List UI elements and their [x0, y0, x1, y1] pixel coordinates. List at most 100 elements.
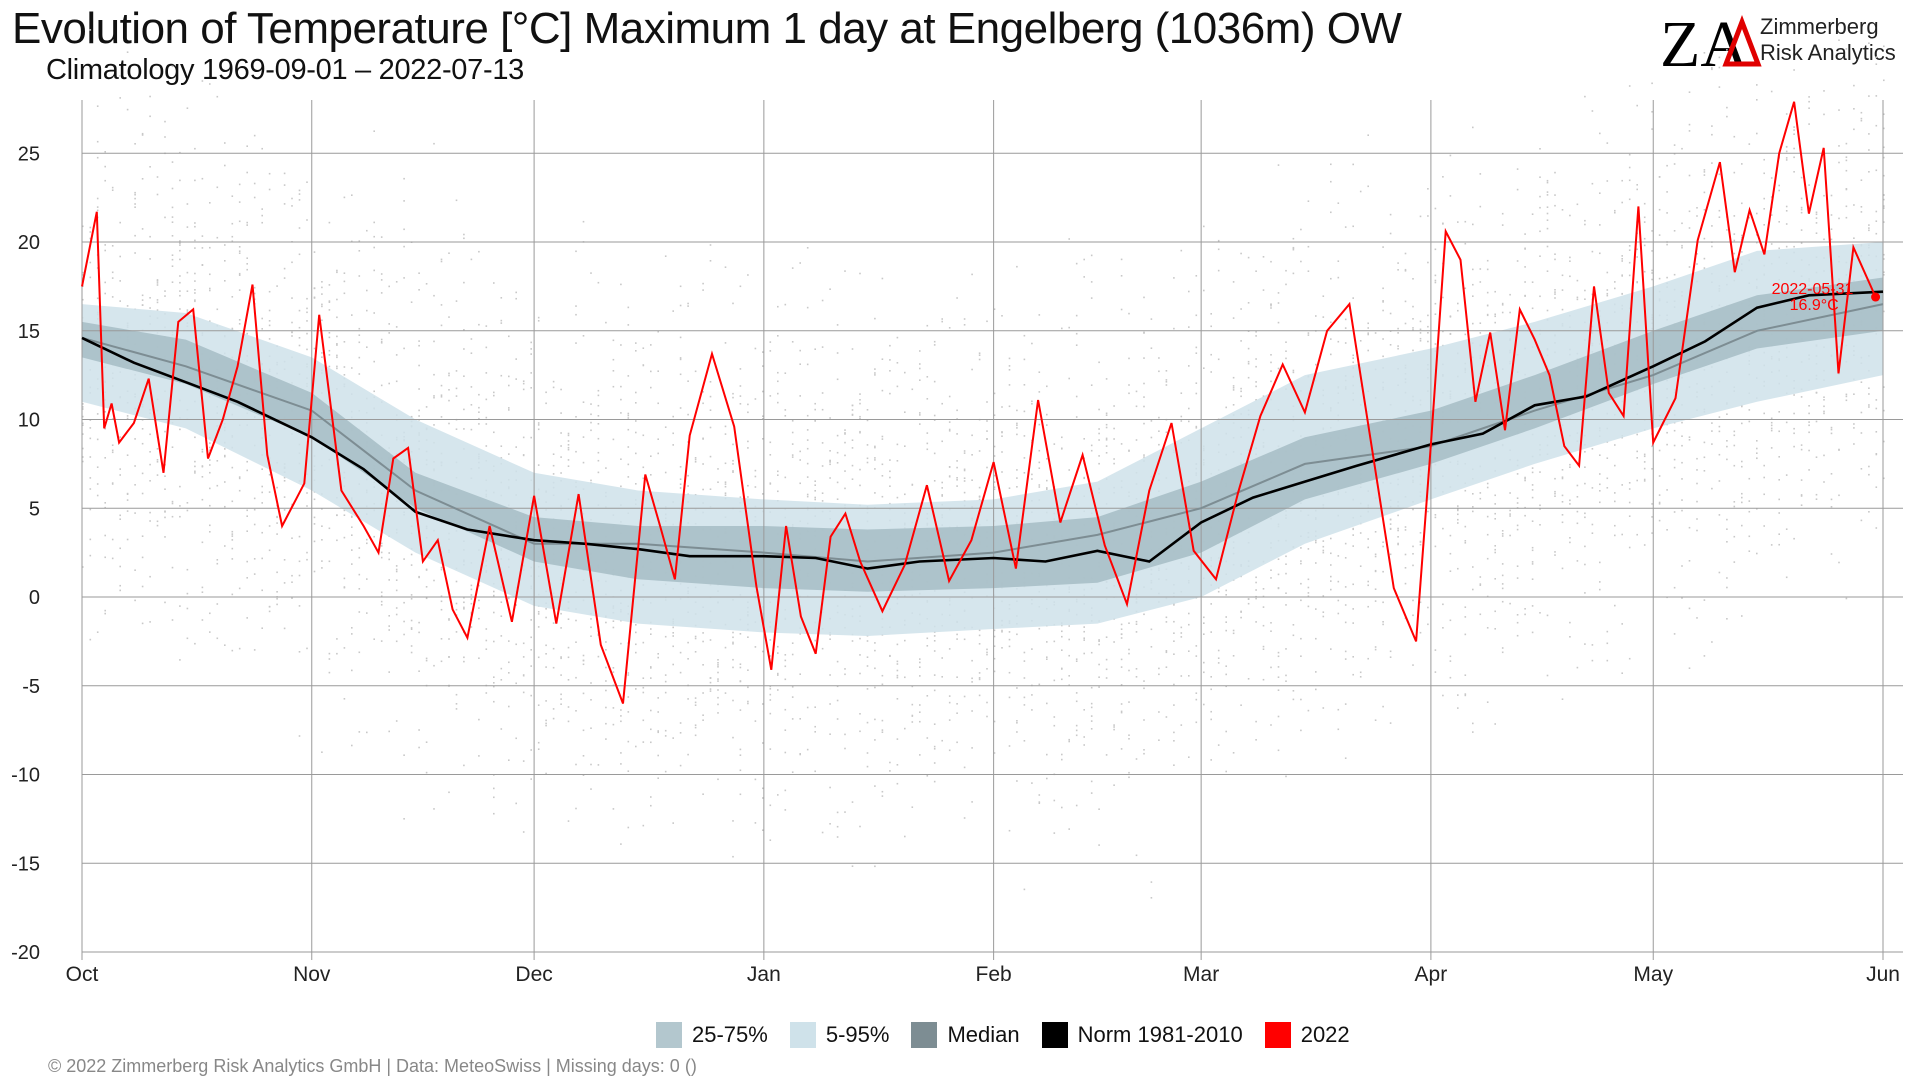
scatter-dot	[119, 221, 121, 224]
scatter-dot	[732, 820, 734, 822]
scatter-dot	[1277, 715, 1280, 718]
scatter-dot	[1509, 515, 1511, 517]
scatter-dot	[209, 524, 211, 527]
scatter-dot	[859, 713, 861, 715]
scatter-dot	[971, 677, 973, 680]
scatter-dot	[1770, 544, 1773, 546]
scatter-dot	[366, 229, 368, 232]
scatter-dot	[1770, 196, 1773, 198]
scatter-dot	[358, 240, 361, 242]
scatter-dot	[238, 319, 241, 321]
scatter-dot	[1494, 290, 1496, 293]
scatter-dot	[1636, 281, 1638, 283]
scatter-dot	[1038, 794, 1041, 796]
scatter-dot	[1419, 631, 1422, 634]
scatter-dot	[238, 220, 241, 223]
scatter-dot	[1001, 431, 1003, 433]
scatter-dot	[515, 643, 517, 646]
scatter-dot	[1628, 546, 1631, 549]
scatter-dot	[1232, 752, 1235, 754]
scatter-dot	[1628, 153, 1631, 156]
scatter-dot	[956, 741, 958, 744]
scatter-dot	[1255, 381, 1257, 383]
scatter-dot	[306, 311, 308, 314]
scatter-dot	[1614, 281, 1616, 283]
scatter-dot	[836, 699, 839, 702]
scatter-dot	[291, 331, 293, 333]
scatter-dot	[1741, 236, 1743, 239]
scatter-dot	[336, 539, 338, 542]
scatter-dot	[1330, 277, 1332, 280]
scatter-dot	[844, 811, 846, 813]
scatter-dot	[1457, 522, 1459, 524]
scatter-dot	[896, 385, 899, 388]
scatter-dot	[896, 443, 899, 446]
scatter-dot	[732, 636, 734, 639]
scatter-dot	[1352, 656, 1354, 658]
scatter-dot	[762, 390, 764, 393]
scatter-dot	[1636, 104, 1638, 107]
scatter-dot	[664, 735, 667, 737]
scatter-dot	[1315, 541, 1317, 544]
scatter-dot	[216, 637, 219, 640]
scatter-dot	[1352, 608, 1354, 610]
scatter-dot	[919, 350, 921, 352]
scatter-dot	[560, 674, 562, 676]
scatter-dot	[567, 656, 570, 659]
scatter-dot	[231, 328, 234, 330]
scatter-dot	[388, 323, 390, 325]
scatter-dot	[1419, 601, 1422, 604]
scatter-dot	[926, 737, 929, 739]
scatter-dot	[1285, 592, 1287, 594]
scatter-dot	[1486, 259, 1489, 262]
scatter-dot	[440, 608, 443, 611]
scatter-dot	[1382, 601, 1384, 604]
scatter-dot	[231, 533, 234, 535]
scatter-dot	[679, 285, 682, 288]
scatter-dot	[1494, 551, 1496, 554]
scatter-dot	[1173, 740, 1175, 742]
scatter-dot	[956, 703, 958, 705]
scatter-dot	[313, 516, 316, 519]
scatter-dot	[1651, 278, 1653, 281]
scatter-dot	[1247, 302, 1250, 304]
scatter-dot	[545, 666, 547, 668]
scatter-dot	[919, 423, 921, 425]
scatter-dot	[1374, 588, 1377, 590]
scatter-dot	[1322, 611, 1325, 613]
scatter-dot	[1262, 648, 1265, 650]
scatter-dot	[1688, 439, 1691, 441]
scatter-dot	[1143, 749, 1145, 751]
scatter-dot	[493, 611, 495, 614]
scatter-dot	[1763, 525, 1765, 527]
scatter-dot	[1726, 586, 1728, 589]
scatter-dot	[821, 392, 824, 394]
scatter-dot	[1472, 506, 1474, 508]
scatter-dot	[1718, 173, 1721, 176]
scatter-dot	[1038, 802, 1041, 804]
scatter-dot	[111, 483, 114, 485]
scatter-dot	[186, 592, 189, 595]
scatter-dot	[500, 635, 503, 637]
scatter-dot	[597, 437, 600, 440]
scatter-dot	[1591, 250, 1594, 253]
scatter-dot	[410, 594, 413, 596]
scatter-dot	[1120, 628, 1123, 630]
scatter-dot	[410, 301, 413, 303]
scatter-dot	[238, 252, 241, 254]
scatter-dot	[433, 373, 435, 376]
scatter-dot	[1576, 560, 1579, 562]
scatter-dot	[1539, 612, 1541, 614]
scatter-dot	[1711, 225, 1713, 227]
scatter-dot	[1075, 314, 1078, 317]
scatter-dot	[836, 660, 839, 663]
scatter-dot	[717, 778, 719, 781]
scatter-dot	[1143, 405, 1145, 408]
scatter-dot	[1262, 645, 1265, 648]
scatter-dot	[1442, 330, 1444, 333]
scatter-dot	[1038, 801, 1041, 803]
scatter-dot	[1016, 477, 1018, 479]
scatter-dot	[388, 629, 390, 631]
scatter-dot	[747, 411, 749, 414]
scatter-dot	[971, 479, 973, 481]
